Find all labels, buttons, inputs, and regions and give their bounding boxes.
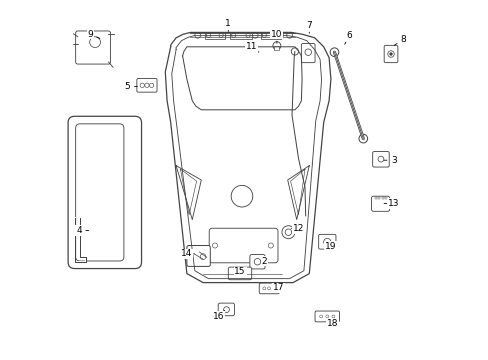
Text: 3: 3 xyxy=(390,156,396,165)
Text: 4: 4 xyxy=(76,226,81,235)
FancyBboxPatch shape xyxy=(228,267,251,280)
Text: 5: 5 xyxy=(124,82,130,91)
Text: 12: 12 xyxy=(292,224,304,233)
FancyBboxPatch shape xyxy=(314,311,339,322)
Circle shape xyxy=(389,53,392,55)
Bar xyxy=(374,197,376,199)
Bar xyxy=(378,197,380,199)
Text: 6: 6 xyxy=(346,31,351,40)
FancyBboxPatch shape xyxy=(384,45,397,63)
Text: 7: 7 xyxy=(306,21,311,30)
Text: 10: 10 xyxy=(270,30,282,39)
FancyBboxPatch shape xyxy=(318,234,335,249)
Bar xyxy=(274,46,279,50)
Bar xyxy=(381,197,383,199)
Text: 8: 8 xyxy=(399,35,405,44)
Text: 14: 14 xyxy=(181,249,192,258)
Bar xyxy=(230,32,251,39)
FancyBboxPatch shape xyxy=(76,124,123,261)
FancyBboxPatch shape xyxy=(137,78,157,92)
Text: 17: 17 xyxy=(272,284,284,292)
Text: 2: 2 xyxy=(261,256,266,265)
FancyBboxPatch shape xyxy=(68,116,141,269)
Text: 15: 15 xyxy=(234,267,245,276)
Text: 13: 13 xyxy=(387,199,399,208)
Text: 16: 16 xyxy=(212,311,224,320)
Bar xyxy=(260,32,280,39)
Bar xyxy=(385,197,386,199)
FancyBboxPatch shape xyxy=(209,228,277,263)
FancyBboxPatch shape xyxy=(218,303,234,316)
Text: 19: 19 xyxy=(325,242,336,251)
Text: 9: 9 xyxy=(87,30,93,39)
Text: 1: 1 xyxy=(225,19,231,28)
FancyBboxPatch shape xyxy=(186,246,210,266)
FancyBboxPatch shape xyxy=(76,31,110,64)
FancyBboxPatch shape xyxy=(372,152,388,167)
FancyBboxPatch shape xyxy=(259,283,279,294)
FancyBboxPatch shape xyxy=(301,44,314,63)
FancyBboxPatch shape xyxy=(249,255,264,269)
Text: 11: 11 xyxy=(245,42,257,51)
Bar xyxy=(204,32,224,39)
FancyBboxPatch shape xyxy=(371,196,389,211)
Text: 18: 18 xyxy=(326,320,338,328)
